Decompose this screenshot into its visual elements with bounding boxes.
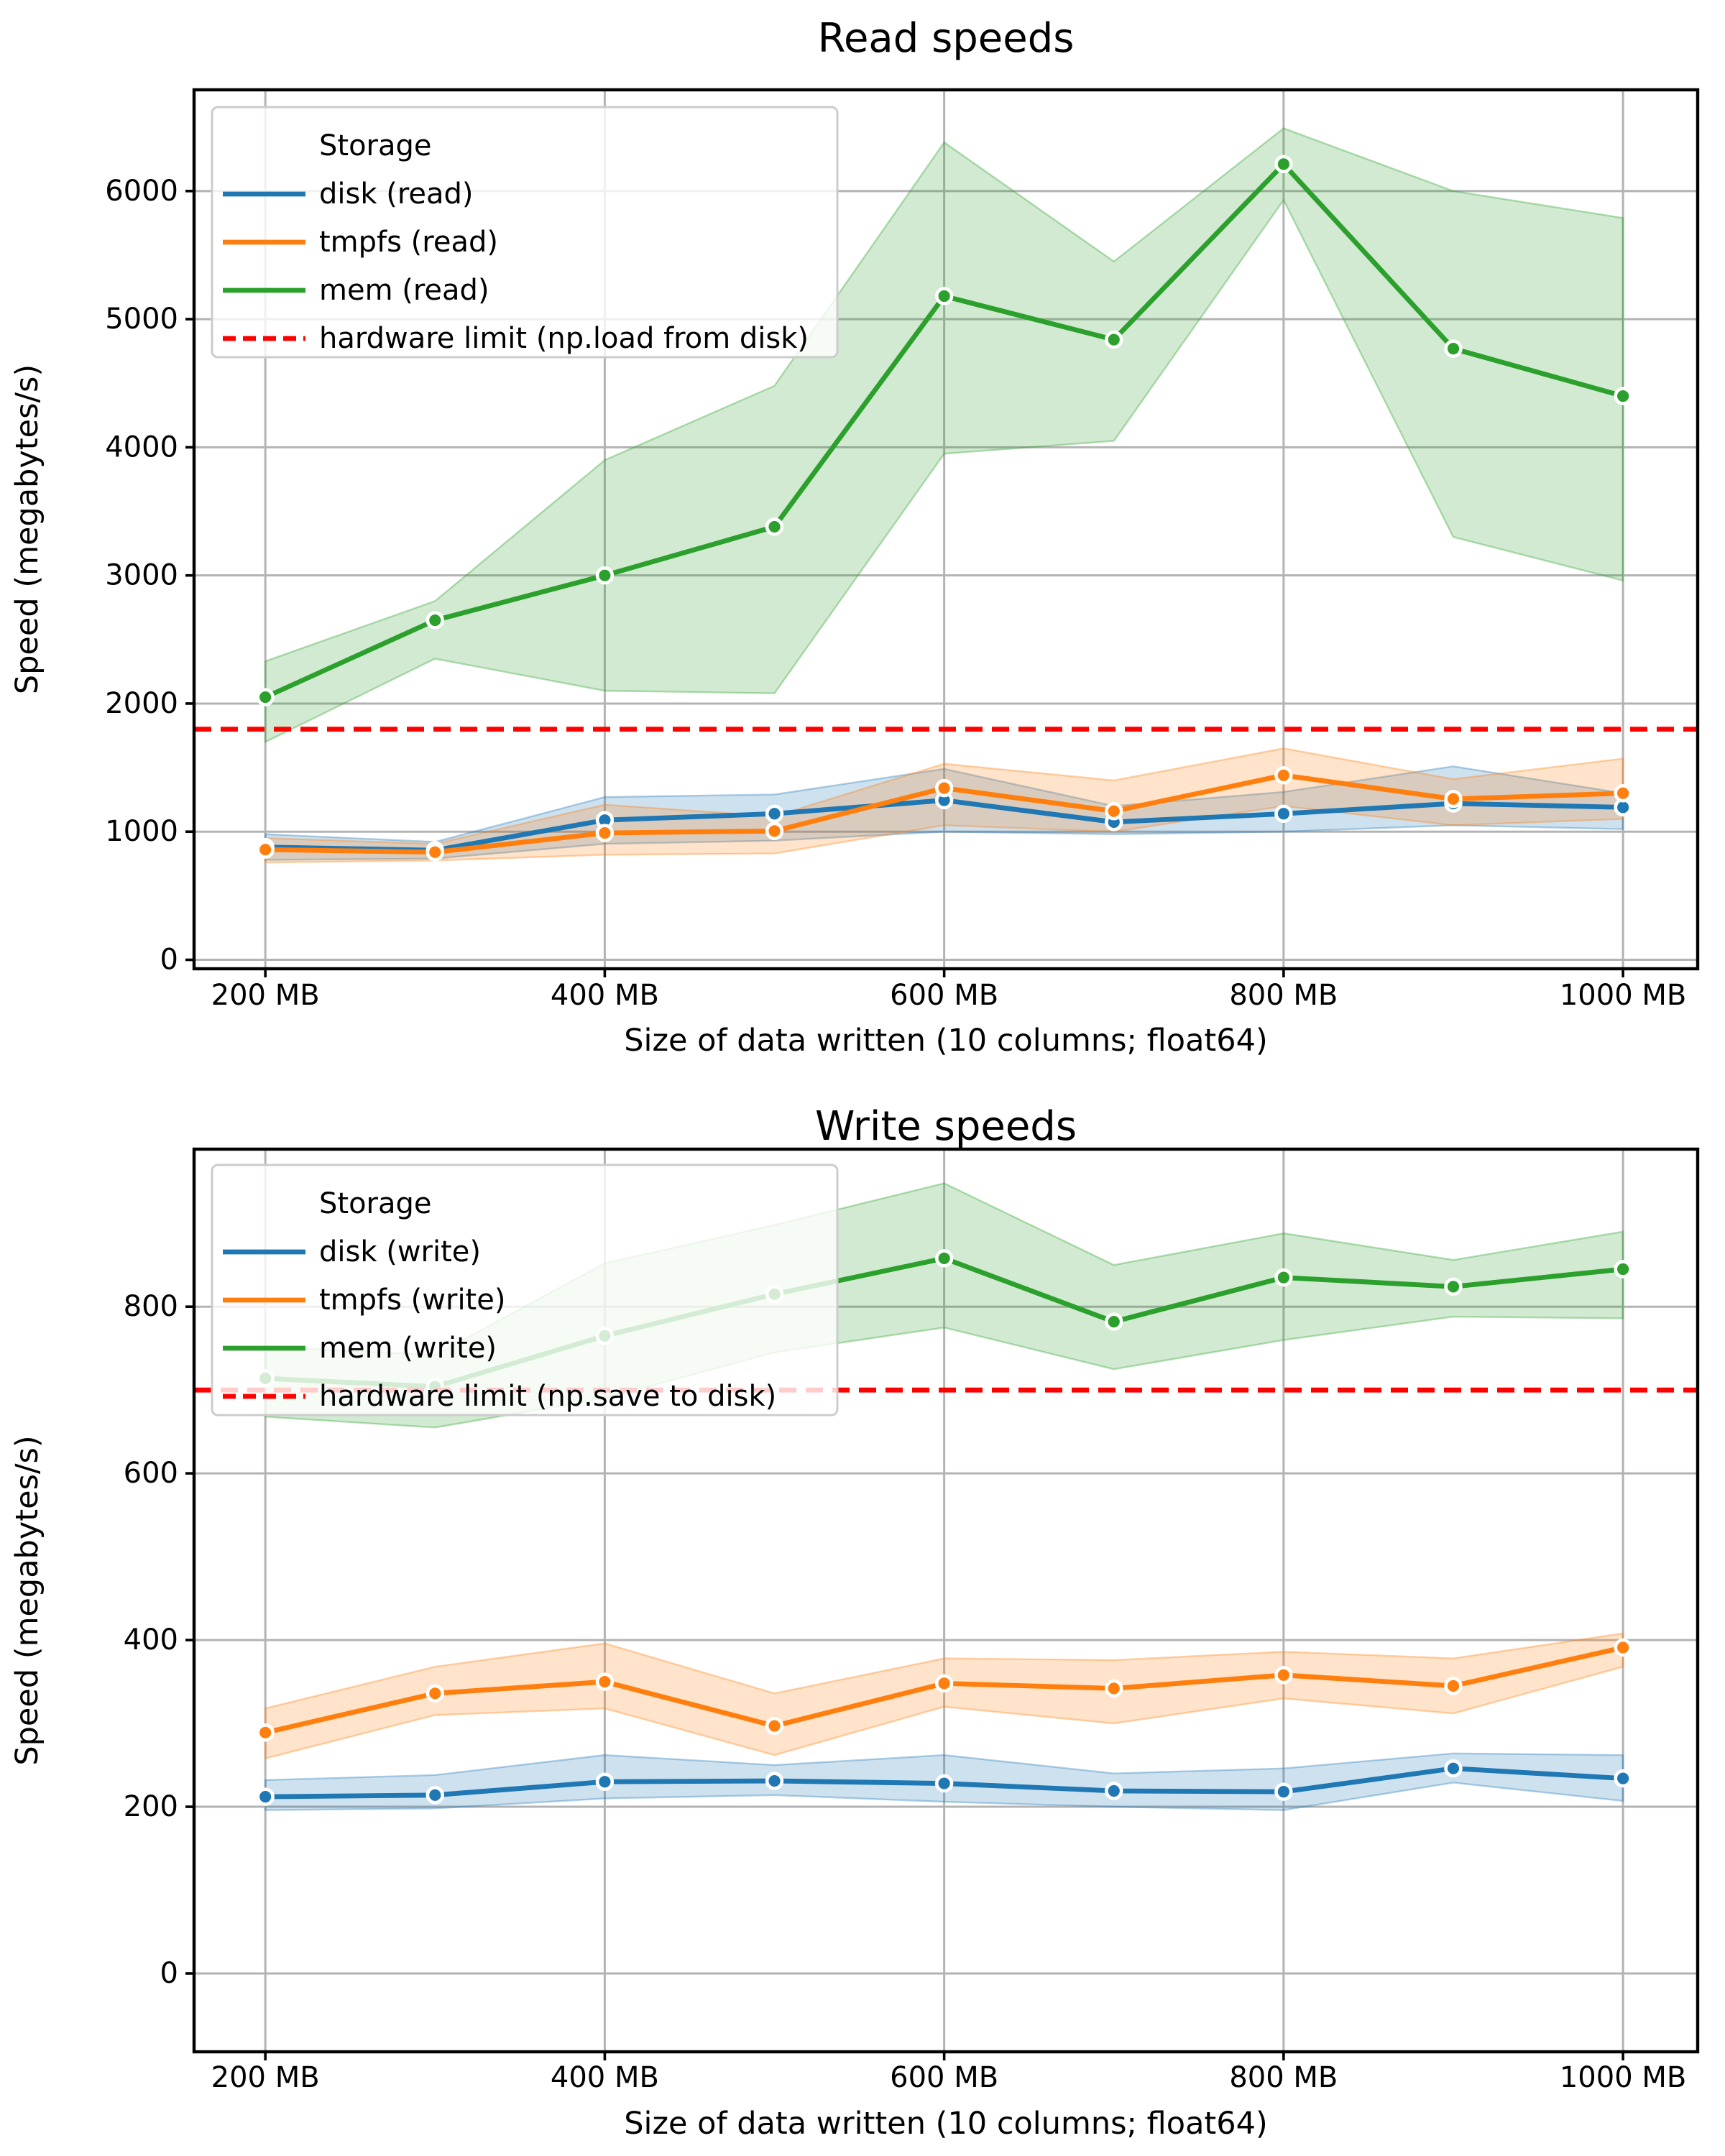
data-point-tmpfs — [934, 1674, 954, 1693]
legend-item-label: tmpfs (write) — [319, 1284, 505, 1317]
x-axis-label: Size of data written (10 columns; float6… — [624, 1023, 1268, 1059]
data-point-tmpfs — [1614, 1638, 1632, 1657]
data-point-tmpfs — [1105, 802, 1123, 821]
data-point-disk — [426, 1786, 444, 1805]
data-point-mem — [1105, 1312, 1123, 1331]
data-point-tmpfs — [256, 840, 275, 859]
data-point-mem — [1614, 1260, 1632, 1279]
x-tick-label: 800 MB — [1229, 2061, 1338, 2094]
data-point-disk — [595, 1772, 615, 1791]
data-point-mem — [1614, 387, 1632, 405]
x-tick-label: 400 MB — [551, 2061, 659, 2094]
data-point-mem — [1444, 339, 1463, 358]
data-point-tmpfs — [1274, 766, 1293, 785]
data-point-disk — [934, 1774, 954, 1793]
data-point-mem — [1274, 155, 1293, 174]
x-tick-label: 600 MB — [890, 2061, 998, 2094]
legend-box — [211, 106, 839, 359]
x-tick-label: 400 MB — [551, 979, 659, 1012]
x-axis-label: Size of data written (10 columns; float6… — [624, 2106, 1268, 2142]
chart-title: Read speeds — [818, 15, 1075, 62]
y-tick-label: 0 — [160, 944, 178, 977]
y-tick-label: 800 — [124, 1290, 178, 1323]
data-point-mem — [1274, 1268, 1293, 1287]
data-point-disk — [765, 1772, 784, 1790]
legend-item-label: tmpfs (read) — [319, 226, 498, 259]
x-tick-label: 200 MB — [211, 979, 320, 1012]
y-tick-label: 2000 — [105, 687, 178, 720]
legend-item-label: mem (read) — [319, 274, 489, 307]
y-tick-label: 4000 — [105, 430, 178, 464]
legend: Storage disk (read) tmpfs (read) mem (read)… — [211, 106, 839, 359]
data-point-tmpfs — [1105, 1679, 1123, 1698]
data-point-tmpfs — [256, 1723, 275, 1742]
legend-item-label: mem (write) — [319, 1332, 497, 1365]
data-point-mem — [934, 1249, 954, 1268]
legend-item-label: disk (write) — [319, 1235, 481, 1268]
y-tick-label: 600 — [124, 1457, 178, 1490]
data-point-mem — [595, 566, 615, 585]
legend-item-label: hardware limit (np.save to disk) — [319, 1380, 776, 1413]
data-point-mem — [765, 517, 784, 536]
x-tick-label: 1000 MB — [1560, 2061, 1686, 2094]
confidence-band-tmpfs — [264, 1632, 1624, 1760]
y-axis-label: Speed (megabytes/s) — [9, 1435, 45, 1765]
y-axis-label: Speed (megabytes/s) — [9, 364, 45, 694]
x-tick-label: 200 MB — [211, 2061, 320, 2094]
legend: Storage disk (write) tmpfs (write) mem (wri… — [211, 1164, 839, 1416]
data-point-tmpfs — [1614, 784, 1632, 803]
data-point-tmpfs — [765, 1716, 784, 1736]
data-point-tmpfs — [426, 843, 444, 862]
data-point-tmpfs — [595, 1672, 615, 1691]
data-point-mem — [934, 287, 954, 305]
data-point-disk — [1444, 1759, 1463, 1778]
legend-title: Storage — [319, 129, 432, 162]
data-point-disk — [765, 804, 784, 823]
data-point-disk — [256, 1787, 275, 1806]
read-speeds-chart: 200 MB 400 MB 600 MB 800 MB 1000 MB 0 1000 2000… — [9, 15, 1700, 1059]
data-point-mem — [1444, 1277, 1463, 1296]
y-tick-label: 0 — [160, 1957, 178, 1990]
y-tick-label: 200 — [124, 1790, 178, 1823]
legend-box — [211, 1164, 839, 1416]
data-point-mem — [426, 611, 444, 630]
data-point-tmpfs — [1444, 790, 1463, 808]
data-point-disk — [1274, 804, 1293, 823]
data-point-disk — [1614, 1769, 1632, 1788]
data-point-tmpfs — [1274, 1666, 1293, 1685]
data-point-tmpfs — [934, 778, 954, 798]
y-tick-label: 400 — [124, 1623, 178, 1657]
write-speeds-chart: 200 MB 400 MB 600 MB 800 MB 1000 MB 0 200 400 60… — [9, 1103, 1700, 2142]
data-point-mem — [256, 688, 275, 706]
data-point-tmpfs — [426, 1684, 444, 1703]
y-tick-label: 5000 — [105, 303, 178, 336]
data-point-tmpfs — [1444, 1677, 1463, 1695]
legend-title: Storage — [319, 1187, 432, 1220]
data-point-tmpfs — [595, 824, 615, 842]
data-point-disk — [1105, 1782, 1123, 1800]
data-point-disk — [1274, 1782, 1293, 1801]
x-tick-label: 1000 MB — [1560, 979, 1686, 1012]
data-point-mem — [1105, 330, 1123, 349]
legend-item-label: hardware limit (np.load from disk) — [319, 322, 809, 355]
plot-border — [192, 88, 1700, 971]
y-tick-label: 3000 — [105, 559, 178, 592]
x-tick-label: 600 MB — [890, 979, 998, 1012]
y-tick-label: 6000 — [105, 175, 178, 208]
data-point-tmpfs — [765, 821, 784, 841]
plot-border — [192, 1147, 1700, 2054]
legend-item-label: disk (read) — [319, 178, 474, 211]
chart-title: Write speeds — [815, 1103, 1077, 1150]
confidence-band-mem — [264, 127, 1624, 744]
y-tick-label: 1000 — [105, 815, 178, 848]
x-tick-label: 800 MB — [1229, 979, 1338, 1012]
